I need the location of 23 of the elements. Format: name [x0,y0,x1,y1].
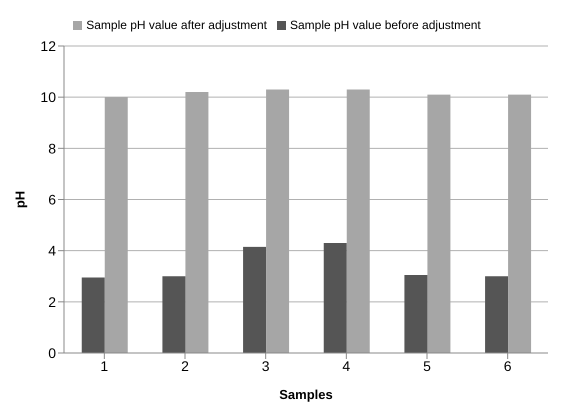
bar [162,276,186,353]
y-axis-title: pH [12,190,28,208]
bar [82,278,105,353]
y-tick-label: 0 [48,344,56,361]
x-tick-label: 2 [181,358,190,374]
y-tick-label: 2 [48,294,56,310]
legend-label: Sample pH value after adjustment [86,18,267,32]
x-tick-label: 1 [100,358,108,374]
y-tick-label: 12 [40,38,56,54]
y-tick-label: 6 [48,191,56,208]
bar [404,274,428,353]
y-tick-label: 10 [40,89,56,106]
x-tick-label: 4 [342,358,350,374]
y-tick-label: 4 [48,242,56,259]
x-axis-title: Samples [279,387,333,402]
y-tick-label: 8 [48,140,56,156]
x-tick-label: 3 [262,358,270,374]
bar [243,246,266,353]
bar [485,276,508,353]
x-tick-label: 5 [423,358,432,374]
bar [324,242,347,353]
x-tick-label: 6 [504,358,512,374]
legend-label: Sample pH value before adjustment [290,18,481,32]
